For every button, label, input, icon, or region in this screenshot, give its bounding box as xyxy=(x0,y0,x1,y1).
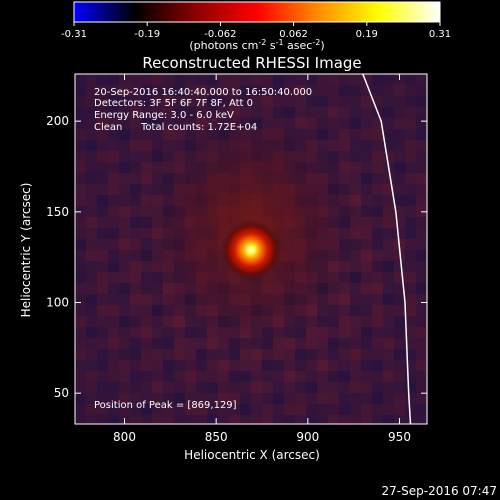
annotation-energy: Energy Range: 3.0 - 6.0 keV xyxy=(94,110,234,121)
x-tick-label: 900 xyxy=(296,430,319,444)
annotation-clean: Clean xyxy=(94,122,122,133)
axis-ticks: 800 850 900 950 50 100 150 200 xyxy=(46,74,427,444)
annotation-detectors: Detectors: 3F 5F 6F 7F 8F, Att 0 xyxy=(94,98,253,109)
y-tick-label: 200 xyxy=(46,114,69,128)
colorbar-unit-label: (photons cm-2 s-1 asec-2) xyxy=(189,38,324,52)
x-tick-label: 950 xyxy=(388,430,411,444)
source-glow xyxy=(221,219,281,280)
colorbar-ticks: -0.31 -0.19 -0.062 0.062 0.19 0.31 xyxy=(61,22,451,40)
colorbar-tick-label: -0.19 xyxy=(134,29,160,40)
plot-frame xyxy=(74,73,428,425)
colorbar-tick-label: 0.31 xyxy=(429,29,451,40)
colorbar-tick-label: -0.31 xyxy=(61,29,87,40)
chart-title: Reconstructed RHESSI Image xyxy=(142,54,361,72)
annotation-peak: Position of Peak = [869,129] xyxy=(94,400,237,411)
colorbar-tick-label: 0.19 xyxy=(356,29,378,40)
x-tick-label: 850 xyxy=(205,430,228,444)
y-axis-label: Heliocentric Y (arcsec) xyxy=(19,183,33,318)
y-tick-label: 150 xyxy=(46,205,69,219)
annotation-total-counts: Total counts: 1.72E+04 xyxy=(140,122,257,133)
x-tick-label: 800 xyxy=(113,430,136,444)
colorbar xyxy=(73,1,441,23)
x-axis-label: Heliocentric X (arcsec) xyxy=(184,448,320,462)
solar-limb-curve xyxy=(362,74,412,424)
colorbar-tick-label: -0.062 xyxy=(204,29,236,40)
colorbar-tick-label: 0.062 xyxy=(279,29,308,40)
annotation-time-range: 20-Sep-2016 16:40:40.000 to 16:50:40.000 xyxy=(94,87,312,98)
y-tick-label: 100 xyxy=(46,295,69,309)
timestamp: 27-Sep-2016 07:47 xyxy=(382,484,497,498)
y-tick-label: 50 xyxy=(54,386,69,400)
